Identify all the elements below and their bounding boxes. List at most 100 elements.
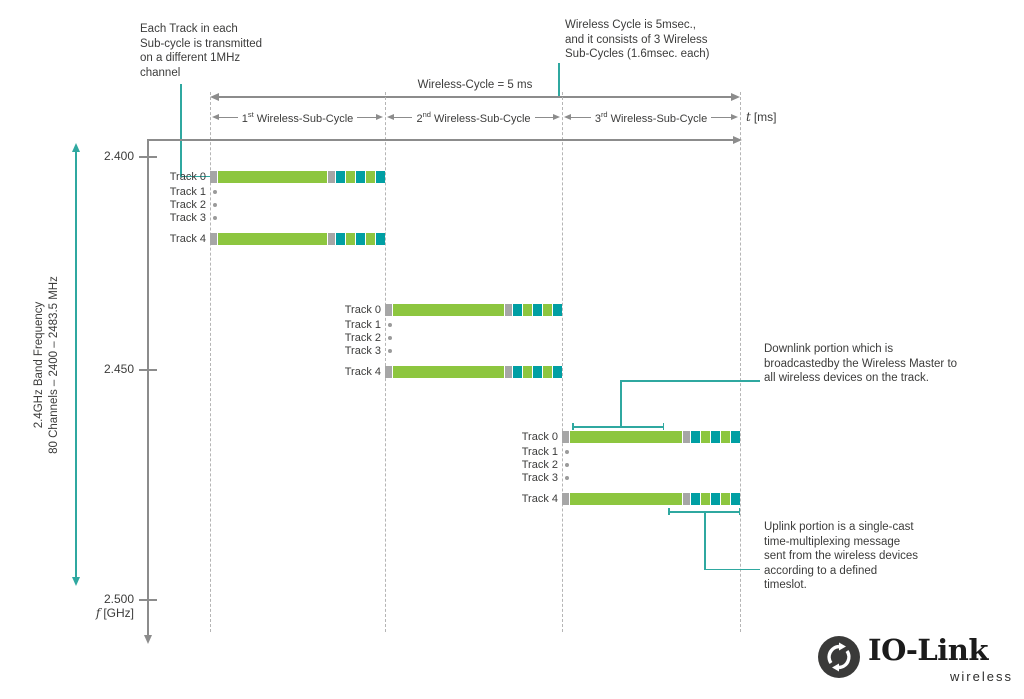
uplink-leader-horizontal <box>704 568 760 570</box>
track-label: Track 4 <box>521 493 558 505</box>
uplink-slot <box>731 493 740 505</box>
uplink-slot <box>346 171 355 183</box>
band-arrow-down-icon <box>72 577 80 586</box>
track-4-bar <box>385 366 562 378</box>
span-line <box>394 116 413 118</box>
downlink-bracket <box>572 426 664 428</box>
wireless-cycle-span-label: Wireless-Cycle = 5 ms <box>417 79 533 91</box>
uplink-slot <box>543 304 552 316</box>
bar-cap <box>385 366 392 378</box>
track-label: Track 0 <box>521 431 558 443</box>
continuation-dot <box>388 349 392 353</box>
subcycle-separator <box>385 92 386 632</box>
band-label-line2: 80 Channels – 2400 – 2483.5 MHz <box>48 276 60 454</box>
arrowhead-right-icon <box>731 114 738 120</box>
downlink-portion <box>570 493 682 505</box>
time-axis <box>148 139 734 141</box>
uplink-slot <box>533 304 542 316</box>
uplink-slot <box>691 431 700 443</box>
uplink-slot <box>691 493 700 505</box>
track-label: Track 3 <box>169 212 206 224</box>
bar-cap <box>683 431 690 443</box>
subcycle-name: Wireless-Sub-Cycle <box>256 112 354 125</box>
track-group-subcycle-2: Track 0 Track 1 Track 2 Track 3 Track 4 <box>335 304 562 378</box>
logo-link: -Link <box>905 633 989 667</box>
track-label: Track 4 <box>344 366 381 378</box>
span-line <box>357 116 377 118</box>
arrowhead-left-icon <box>212 114 219 120</box>
continuation-dot <box>565 450 569 454</box>
track-4-bar <box>210 233 385 245</box>
freq-unit: [GHz] <box>103 606 134 620</box>
track-label: Track 3 <box>521 472 558 484</box>
freq-tick-2450 <box>139 369 157 371</box>
span-line <box>571 116 591 118</box>
time-unit: [ms] <box>753 110 777 124</box>
continuation-dot <box>213 190 217 194</box>
ordinal-suffix: rd <box>600 109 608 119</box>
track-label: Track 1 <box>169 186 206 198</box>
subcycle-name: Wireless-Sub-Cycle <box>433 112 531 125</box>
track-4-bar <box>562 493 740 505</box>
uplink-slot <box>523 304 532 316</box>
continuation-dot <box>388 336 392 340</box>
downlink-leader-vertical <box>620 380 622 427</box>
frequency-axis-arrowhead-icon <box>143 635 152 644</box>
track-label: Track 2 <box>344 332 381 344</box>
frequency-axis <box>147 139 149 636</box>
track-channel-note: Each Track in each Sub-cycle is transmit… <box>140 23 263 79</box>
track-0-bar <box>385 304 562 316</box>
uplink-note: Uplink portion is a single-cast time-mul… <box>764 521 919 591</box>
downlink-portion <box>570 431 682 443</box>
track-group-subcycle-1: Track 0 Track 1 Track 2 Track 3 Track 4 <box>160 171 385 245</box>
time-axis-label: t [ms] <box>746 108 777 126</box>
bar-cap <box>385 304 392 316</box>
track-note-leader-vertical <box>180 84 182 177</box>
arrowhead-right-icon <box>376 114 384 120</box>
track-group-subcycle-3: Track 0 Track 1 Track 2 Track 3 Track 4 <box>512 431 740 505</box>
span-line <box>219 116 238 118</box>
uplink-slot <box>346 233 355 245</box>
subcycle-3-label: 3rd Wireless-Sub-Cycle <box>591 110 711 125</box>
bar-cap <box>505 304 512 316</box>
cycle-note-leader-vertical <box>558 63 560 97</box>
uplink-slot <box>523 366 532 378</box>
uplink-slot <box>336 233 345 245</box>
logo-io: IO <box>868 633 906 667</box>
ordinal: 3 <box>594 112 601 125</box>
subcycle-separator <box>740 92 741 632</box>
io-link-wireless-logo: IO-Link wireless <box>818 632 1018 690</box>
ordinal: 1 <box>241 112 248 125</box>
bar-cap <box>562 493 569 505</box>
freq-variable: f <box>95 606 101 620</box>
continuation-dot <box>565 476 569 480</box>
subcycle-2-header: 2nd Wireless-Sub-Cycle <box>387 110 561 125</box>
uplink-slot <box>356 171 365 183</box>
logo-wordmark: IO-Link <box>868 634 988 666</box>
downlink-portion <box>218 171 327 183</box>
track-label: Track 4 <box>169 233 206 245</box>
subcycle-separator <box>562 92 563 632</box>
downlink-portion <box>393 366 504 378</box>
wireless-cycle-span-arrow <box>217 96 734 98</box>
wireless-cycle-note: Wireless Cycle is 5msec., and it consist… <box>565 19 710 60</box>
subcycle-1-label: 1st Wireless-Sub-Cycle <box>238 110 358 125</box>
uplink-slot <box>543 366 552 378</box>
arrowhead-left-icon <box>210 93 219 101</box>
uplink-slot <box>721 431 730 443</box>
continuation-dot <box>565 463 569 467</box>
time-axis-arrowhead-icon <box>733 136 742 144</box>
span-line <box>711 116 731 118</box>
subcycle-name: Wireless-Sub-Cycle <box>610 112 708 125</box>
downlink-bracket-tick <box>662 423 664 430</box>
subcycle-separator <box>210 92 211 632</box>
arrowhead-right-icon <box>731 93 740 101</box>
track-label: Track 1 <box>344 319 381 331</box>
track-label: Track 2 <box>169 199 206 211</box>
uplink-slot <box>731 431 740 443</box>
bar-cap <box>505 366 512 378</box>
bar-cap <box>328 171 335 183</box>
track-label: Track 0 <box>169 171 206 183</box>
uplink-slot <box>553 304 562 316</box>
